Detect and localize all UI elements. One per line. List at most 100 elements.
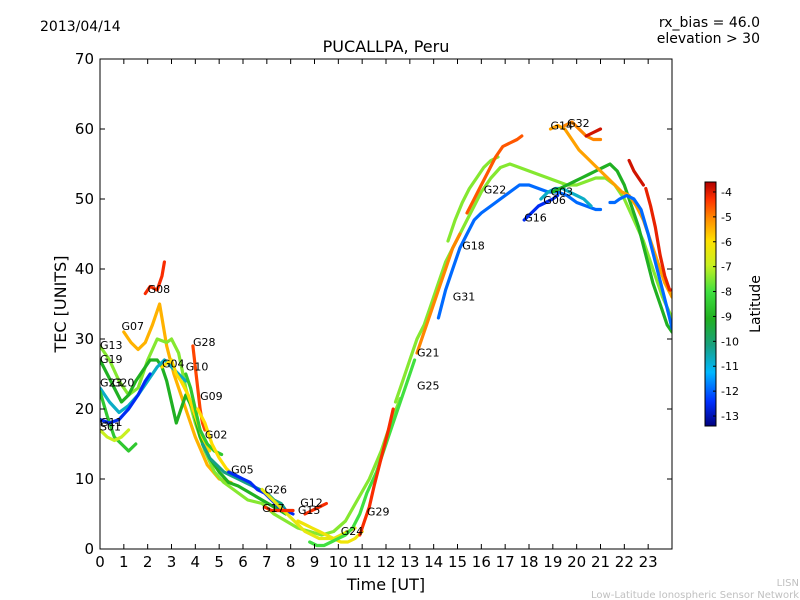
series-g03: [551, 162, 672, 334]
series-g16: [522, 193, 560, 222]
satellite-label-g19: G19: [100, 353, 123, 366]
satellite-label-g05: G05: [231, 463, 254, 476]
satellite-label-g16: G16: [524, 211, 547, 224]
satellite-label-g26: G26: [264, 484, 287, 497]
y-tick-label: 70: [75, 50, 94, 68]
satellite-label-g10: G10: [186, 361, 209, 374]
y-tick-label: 10: [75, 470, 94, 488]
x-tick-label: 12: [376, 553, 395, 571]
series-g27: [627, 158, 646, 187]
series-g15: [296, 519, 364, 544]
x-tick-label: 23: [639, 553, 658, 571]
colorbar-tick-label: -7: [721, 261, 732, 274]
series-g19: [100, 358, 288, 516]
series-g18: [446, 155, 500, 243]
x-tick-label: 3: [167, 553, 177, 571]
x-tick-label: 8: [286, 553, 296, 571]
x-tick-label: 20: [567, 553, 586, 571]
colorbar-tick-label: -12: [721, 385, 739, 398]
x-tick-label: 11: [353, 553, 372, 571]
series-g12: [303, 501, 328, 516]
x-tick-label: 19: [543, 553, 562, 571]
satellite-label-g22: G22: [484, 183, 507, 196]
series-g06: [539, 186, 593, 208]
colorbar-tick-label: -10: [721, 335, 739, 348]
rx-bias-label: rx_bias = 46.0: [659, 15, 760, 31]
satellite-label-g24: G24: [341, 525, 364, 538]
x-tick-label: 22: [615, 553, 634, 571]
x-tick-label: 4: [191, 553, 201, 571]
y-tick-label: 30: [75, 330, 94, 348]
series-g21: [415, 232, 462, 355]
satellite-label-g25: G25: [417, 379, 440, 392]
satellite-label-g31: G31: [453, 291, 476, 304]
series-g30: [584, 127, 603, 138]
y-tick-label: 60: [75, 120, 94, 138]
colorbar-ticks: -4 -5 -6 -7 -8 -9 -10 -11 -12 -13: [713, 186, 739, 423]
x-tick-label: 1: [119, 553, 129, 571]
date-label: 2013/04/14: [40, 19, 121, 35]
x-tick-label: 2: [143, 553, 153, 571]
satellite-label-g07: G07: [121, 320, 144, 333]
series-g24: [308, 358, 417, 548]
x-tick-label: 0: [95, 553, 105, 571]
x-tick-label: 15: [448, 553, 467, 571]
satellite-label-g03: G03: [550, 186, 573, 199]
series-layer: [100, 120, 672, 548]
colorbar-tick-label: -6: [721, 236, 732, 249]
colorbar-tick-label: -5: [721, 211, 732, 224]
y-tick-label: 50: [75, 190, 94, 208]
x-tick-label: 21: [591, 553, 610, 571]
satellite-label-g11: G11: [100, 416, 123, 429]
series-g17: [262, 505, 295, 513]
satellite-label-g21: G21: [417, 347, 440, 360]
colorbar-tick-label: -8: [721, 286, 732, 299]
satellite-label-g08: G08: [148, 283, 171, 296]
series-s01: [100, 428, 131, 443]
satellite-label-g15: G15: [298, 504, 321, 517]
x-tick-label: 14: [424, 553, 443, 571]
satellite-label-g12: G12: [300, 496, 323, 509]
series-g29: [358, 407, 395, 537]
satellite-label-g13: G13: [100, 339, 123, 352]
x-tick-label: 6: [238, 553, 248, 571]
elevation-label: elevation > 30: [657, 31, 760, 47]
satellite-label-g02: G02: [205, 428, 228, 441]
y-axis-label: TEC [UNITS]: [51, 256, 70, 354]
series-g33: [608, 193, 672, 331]
x-tick-label: 13: [400, 553, 419, 571]
chart-title: PUCALLPA, Peru: [323, 37, 450, 56]
x-tick-label: 18: [519, 553, 538, 571]
x-tick-label: 5: [214, 553, 224, 571]
footer-network: Low-Latitude Ionospheric Sensor Network: [591, 590, 799, 600]
series-g25: [393, 162, 672, 404]
satellite-label-g14: G14: [550, 120, 573, 133]
satellite-label-s01: S01: [100, 421, 121, 434]
series-g07: [122, 302, 233, 485]
x-tick-label: 16: [472, 553, 491, 571]
series-g01: [644, 186, 672, 292]
series-g26: [260, 487, 357, 541]
x-tick-label: 10: [329, 553, 348, 571]
plot-frame: [99, 58, 673, 550]
series-g22: [465, 134, 524, 215]
footer-lisn: LISN: [777, 578, 799, 589]
x-tick-label: 9: [310, 553, 320, 571]
satellite-label-g23: G23: [100, 377, 123, 390]
series-g31: [436, 183, 603, 320]
y-tick-label: 0: [84, 540, 94, 558]
satellite-label-g04: G04: [162, 358, 185, 371]
x-axis: 0 1 2 3 4 5 6 7 8 9 10 11 12 13 14 15 16 17 18 19 20 21 22 23: [95, 59, 658, 571]
colorbar-tick-label: -4: [721, 186, 732, 199]
satellite-label-g17: G17: [262, 502, 285, 515]
x-tick-label: 7: [262, 553, 272, 571]
satellite-label-g06: G06: [543, 194, 566, 207]
x-axis-label: Time [UT]: [346, 575, 425, 594]
colorbar-tick-label: -11: [721, 360, 739, 373]
y-tick-label: 40: [75, 260, 94, 278]
y-axis: 0 10 20 30 40 50 60 70: [75, 50, 672, 558]
colorbar-tick-label: -13: [721, 410, 739, 423]
series-g08: [143, 260, 166, 296]
